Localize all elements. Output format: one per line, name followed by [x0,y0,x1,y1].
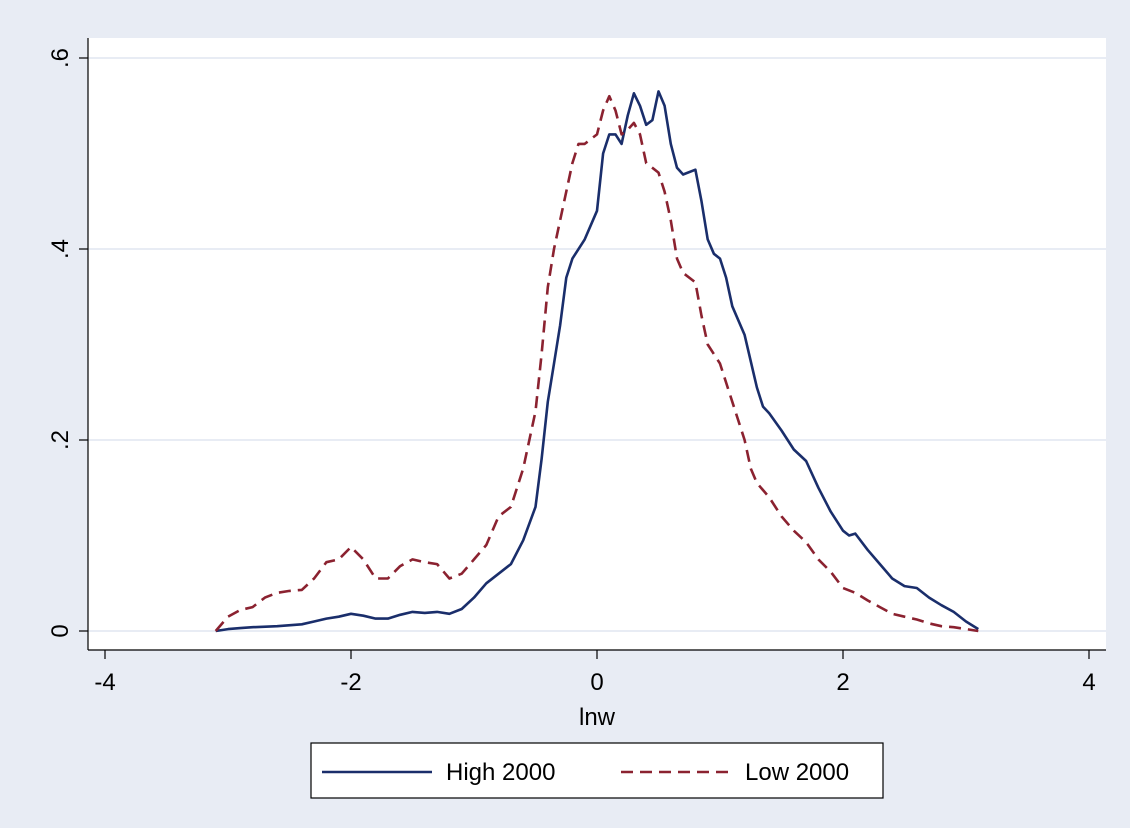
x-tick-label: 4 [1082,669,1095,696]
x-axis-label: lnw [579,704,616,731]
legend-label-2: Low 2000 [745,759,849,786]
legend-box [310,742,884,799]
series-line-1 [215,90,979,633]
x-tick-label: -2 [340,669,361,696]
x-tick-label: 0 [590,669,603,696]
series-lines [214,90,979,633]
y-tick-label: .4 [47,239,74,259]
series-line-2 [214,94,979,633]
legend: High 2000 Low 2000 [310,742,884,799]
x-tick-label: -4 [94,669,115,696]
plot-background [88,38,1106,650]
y-tick-label: .2 [47,430,74,450]
gridlines [88,57,1106,632]
axes: 0 .2 .4 .6 -4 -2 0 2 4 [47,38,1106,696]
x-tick-label: 2 [836,669,849,696]
y-tick-label: .6 [47,48,74,68]
legend-label-1: High 2000 [446,759,555,786]
y-tick-label: 0 [47,624,74,637]
